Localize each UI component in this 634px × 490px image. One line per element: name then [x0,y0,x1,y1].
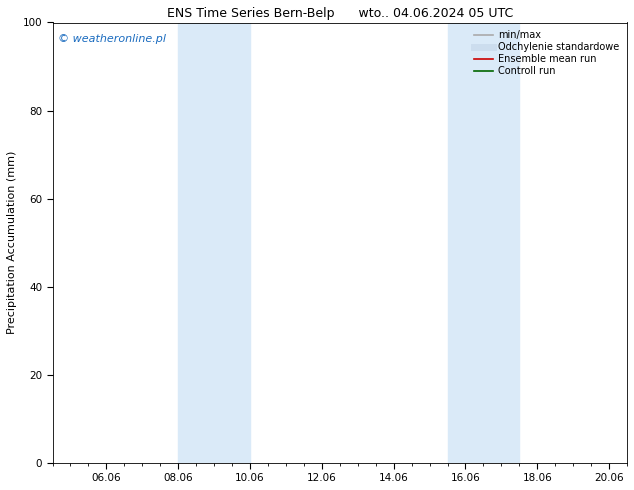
Bar [448,23,519,463]
Bar [178,23,250,463]
Text: © weatheronline.pl: © weatheronline.pl [58,33,166,44]
Title: ENS Time Series Bern-Belp      wto.. 04.06.2024 05 UTC: ENS Time Series Bern-Belp wto.. 04.06.20… [167,7,513,20]
Y-axis label: Precipitation Accumulation (mm): Precipitation Accumulation (mm) [7,151,17,334]
Legend: min/max, Odchylenie standardowe, Ensemble mean run, Controll run: min/max, Odchylenie standardowe, Ensembl… [471,27,622,79]
